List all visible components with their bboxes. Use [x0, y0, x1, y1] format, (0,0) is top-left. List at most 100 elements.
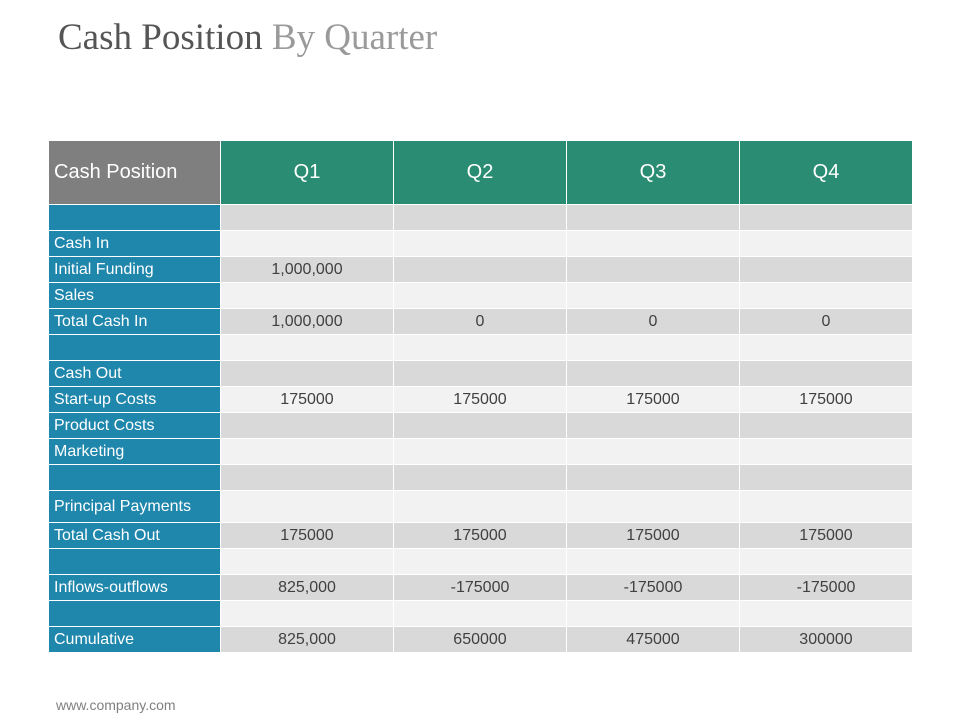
cell-q4: [739, 412, 913, 439]
row-label: [48, 334, 221, 361]
cell-q2: [393, 438, 567, 465]
cell-q3: [566, 548, 740, 575]
header-q1: Q1: [220, 140, 394, 205]
row-label: Total Cash In: [48, 308, 221, 335]
table-row: Product Costs: [48, 412, 913, 439]
cell-q4: [739, 438, 913, 465]
row-label: Initial Funding: [48, 256, 221, 283]
cell-q2: [393, 490, 567, 523]
cell-q1: [220, 360, 394, 387]
cell-q3: [566, 204, 740, 231]
cell-q4: [739, 230, 913, 257]
title-main: Cash Position: [58, 17, 263, 58]
cell-q2: 175000: [393, 522, 567, 549]
cell-q3: -175000: [566, 574, 740, 601]
cell-q1: 825,000: [220, 574, 394, 601]
table-row: Total Cash Out 175000 175000 175000 1750…: [48, 522, 913, 549]
cell-q2: [393, 230, 567, 257]
cell-q3: [566, 256, 740, 283]
cell-q1: [220, 334, 394, 361]
cell-q2: -175000: [393, 574, 567, 601]
row-label: Principal Payments: [48, 490, 221, 523]
cell-q3: [566, 282, 740, 309]
cash-position-table: Cash Position Q1 Q2 Q3 Q4 Cash In Initia…: [48, 140, 913, 653]
table-row: Marketing: [48, 438, 913, 465]
cell-q2: [393, 412, 567, 439]
cell-q2: [393, 360, 567, 387]
cell-q1: [220, 204, 394, 231]
cell-q2: [393, 204, 567, 231]
table-row: [48, 464, 913, 491]
cell-q3: 175000: [566, 386, 740, 413]
cell-q1: [220, 490, 394, 523]
cell-q4: 0: [739, 308, 913, 335]
cell-q4: [739, 256, 913, 283]
table-row: Principal Payments: [48, 490, 913, 523]
table-row: Cash In: [48, 230, 913, 257]
cell-q3: [566, 438, 740, 465]
table-row: Cumulative 825,000 650000 475000 300000: [48, 626, 913, 653]
cell-q1: 1,000,000: [220, 308, 394, 335]
cell-q4: 175000: [739, 386, 913, 413]
cell-q2: [393, 334, 567, 361]
cell-q1: [220, 438, 394, 465]
table-row: Initial Funding 1,000,000: [48, 256, 913, 283]
cell-q4: -175000: [739, 574, 913, 601]
cell-q1: 1,000,000: [220, 256, 394, 283]
table-row: [48, 204, 913, 231]
table-row: [48, 334, 913, 361]
table-header-row: Cash Position Q1 Q2 Q3 Q4: [48, 140, 913, 205]
cell-q4: [739, 548, 913, 575]
row-label: Start-up Costs: [48, 386, 221, 413]
table-row: [48, 600, 913, 627]
header-q2: Q2: [393, 140, 567, 205]
cell-q3: 475000: [566, 626, 740, 653]
cell-q4: [739, 204, 913, 231]
title-accent: By Quarter: [271, 17, 438, 58]
row-label: Product Costs: [48, 412, 221, 439]
cell-q2: [393, 282, 567, 309]
cell-q2: [393, 256, 567, 283]
row-label: Cash In: [48, 230, 221, 257]
footer-url: www.company.com: [56, 697, 176, 713]
cell-q2: [393, 600, 567, 627]
cell-q3: [566, 464, 740, 491]
cell-q3: [566, 490, 740, 523]
table-row: Start-up Costs 175000 175000 175000 1750…: [48, 386, 913, 413]
cell-q4: [739, 282, 913, 309]
cell-q3: 0: [566, 308, 740, 335]
cell-q4: [739, 464, 913, 491]
cell-q4: [739, 360, 913, 387]
cell-q4: [739, 600, 913, 627]
cell-q1: [220, 600, 394, 627]
cell-q1: [220, 282, 394, 309]
cell-q2: 175000: [393, 386, 567, 413]
cell-q4: [739, 490, 913, 523]
cell-q3: [566, 600, 740, 627]
row-label: [48, 600, 221, 627]
cell-q2: [393, 464, 567, 491]
cell-q3: [566, 360, 740, 387]
row-label: [48, 464, 221, 491]
cell-q1: 825,000: [220, 626, 394, 653]
page-title: Cash Position By Quarter: [58, 14, 437, 62]
row-label: Inflows-outflows: [48, 574, 221, 601]
cell-q2: 0: [393, 308, 567, 335]
table-row: Cash Out: [48, 360, 913, 387]
header-q3: Q3: [566, 140, 740, 205]
table-row: Sales: [48, 282, 913, 309]
header-q4: Q4: [739, 140, 913, 205]
cell-q1: [220, 230, 394, 257]
table-row: Total Cash In 1,000,000 0 0 0: [48, 308, 913, 335]
cell-q1: [220, 464, 394, 491]
row-label: Sales: [48, 282, 221, 309]
cell-q3: [566, 412, 740, 439]
row-label: Marketing: [48, 438, 221, 465]
cell-q3: [566, 230, 740, 257]
cell-q2: 650000: [393, 626, 567, 653]
cell-q1: [220, 412, 394, 439]
cell-q1: 175000: [220, 386, 394, 413]
table-row: [48, 548, 913, 575]
cell-q2: [393, 548, 567, 575]
cell-q1: 175000: [220, 522, 394, 549]
